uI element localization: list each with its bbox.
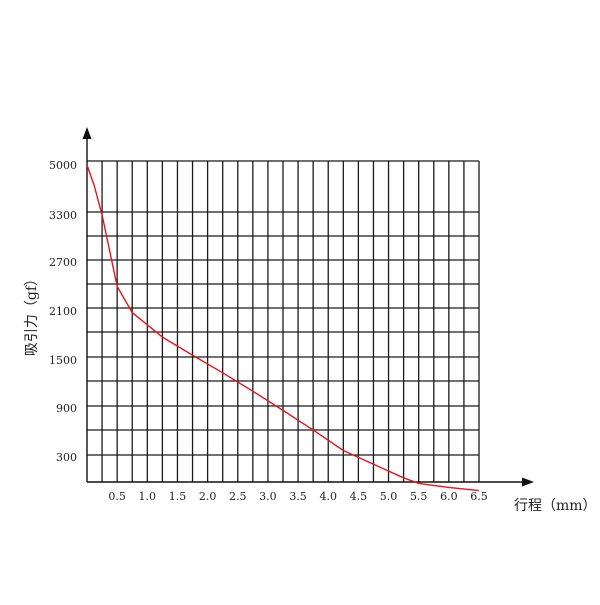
series-line [86,164,480,492]
x-tick-label: 1.0 [139,490,157,503]
y-tick-label: 3300 [49,209,77,222]
x-tick-label: 6.5 [470,490,488,503]
grid [87,160,480,482]
x-tick-label: 3.0 [259,490,277,503]
x-tick-label: 4.0 [319,490,337,503]
x-axis-title: 行程（mm） [514,498,597,514]
y-tick-label: 1500 [49,354,77,367]
y-tick-label: 5000 [49,159,77,172]
x-tick-label: 6.0 [440,490,458,503]
y-axis-arrow [82,127,92,139]
x-tick-label: 2.5 [229,490,247,503]
x-tick-label: 1.5 [169,490,187,503]
x-tick-label: 3.5 [289,490,307,503]
x-tick-label: 0.5 [108,490,126,503]
y-tick-label: 2700 [49,256,77,269]
x-tick-label: 4.5 [350,490,368,503]
tick-labels: 5000 3300 2700 2100 1500 900 300 0.5 1.0 1.5 2.0 2.… [49,159,488,503]
y-tick-label: 300 [56,451,77,464]
x-tick-label: 2.0 [199,490,217,503]
x-axis-arrow [522,477,534,487]
x-tick-label: 5.0 [380,490,398,503]
x-tick-label: 5.5 [410,490,428,503]
axes [82,127,534,487]
series-layer [86,164,480,492]
y-tick-label: 900 [56,402,77,415]
y-axis-title: 吸引力（gf） [24,272,40,356]
y-tick-label: 2100 [49,305,77,318]
